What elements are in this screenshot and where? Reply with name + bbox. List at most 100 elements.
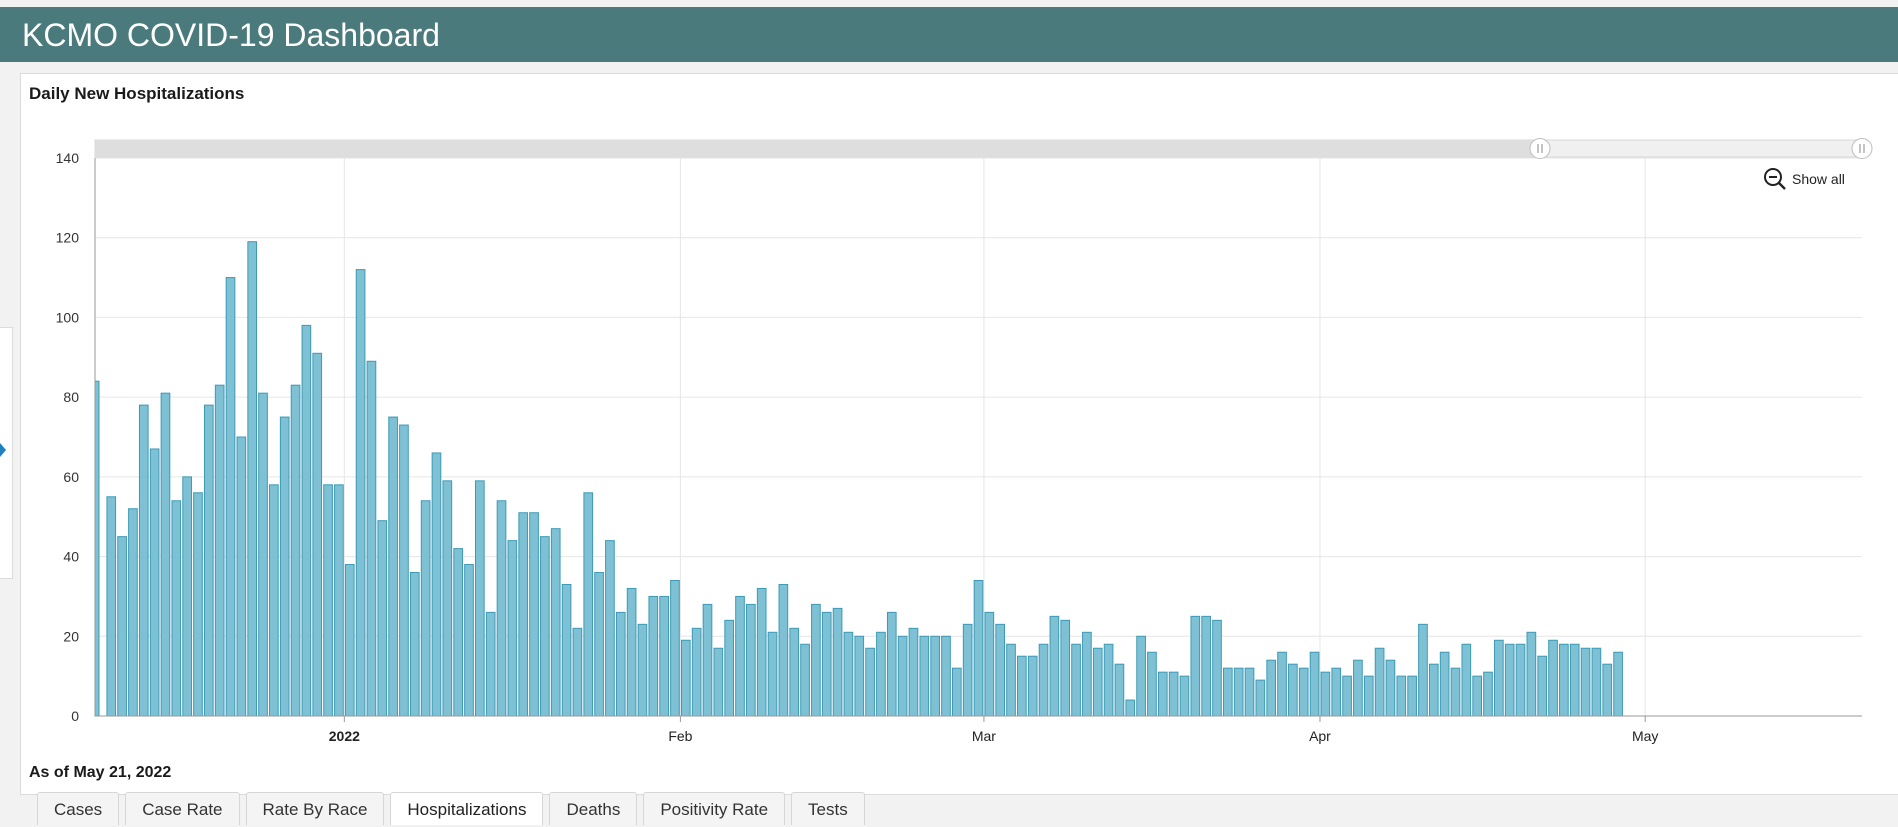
bar[interactable] (962, 623, 973, 717)
bar[interactable] (1168, 671, 1179, 717)
bar[interactable] (1569, 643, 1580, 717)
bar[interactable] (897, 635, 908, 717)
bar[interactable] (572, 627, 583, 717)
bar[interactable] (1222, 667, 1233, 717)
bar[interactable] (637, 623, 648, 717)
bar[interactable] (561, 583, 572, 717)
bar[interactable] (496, 500, 507, 717)
bar[interactable] (258, 392, 268, 717)
bar[interactable] (1450, 667, 1461, 717)
bar[interactable] (171, 500, 182, 717)
bar[interactable] (1472, 675, 1482, 717)
bar[interactable] (160, 392, 171, 717)
bar[interactable] (1385, 659, 1396, 717)
bar[interactable] (1613, 651, 1623, 717)
bar[interactable] (735, 595, 745, 717)
bar[interactable] (615, 611, 626, 717)
bar[interactable] (269, 484, 279, 717)
bar[interactable] (1374, 647, 1385, 717)
bar[interactable] (94, 380, 100, 717)
tab-hospitalizations[interactable]: Hospitalizations (390, 792, 544, 825)
bar[interactable] (1006, 643, 1016, 717)
bar[interactable] (128, 508, 138, 717)
bar[interactable] (1559, 643, 1569, 717)
bar[interactable] (1591, 647, 1602, 717)
bar[interactable] (377, 520, 388, 717)
bar[interactable] (550, 528, 561, 717)
bar[interactable] (594, 572, 604, 717)
tab-rate-by-race[interactable]: Rate By Race (245, 792, 385, 825)
bar[interactable] (225, 277, 236, 717)
bar[interactable] (464, 564, 474, 717)
bar[interactable] (366, 360, 377, 717)
bar[interactable] (1320, 671, 1331, 717)
bar[interactable] (529, 512, 539, 717)
bar[interactable] (106, 496, 117, 717)
bar[interactable] (1266, 659, 1277, 717)
bar[interactable] (420, 500, 431, 717)
bar[interactable] (789, 627, 800, 717)
bar[interactable] (1418, 623, 1428, 717)
bar[interactable] (1363, 675, 1374, 717)
bar[interactable] (1504, 643, 1515, 717)
bar[interactable] (1212, 619, 1222, 717)
bar[interactable] (1060, 619, 1071, 717)
bar[interactable] (507, 540, 518, 717)
bar[interactable] (1049, 615, 1060, 717)
bar[interactable] (1396, 675, 1407, 717)
bar[interactable] (236, 436, 247, 717)
bar[interactable] (1082, 631, 1092, 717)
bar[interactable] (1494, 639, 1504, 717)
bar[interactable] (1157, 671, 1168, 717)
bar[interactable] (832, 607, 843, 717)
bar[interactable] (886, 611, 897, 717)
bar[interactable] (995, 623, 1006, 717)
bar[interactable] (1548, 639, 1558, 717)
bar[interactable] (800, 643, 810, 717)
bar[interactable] (1407, 675, 1417, 717)
bar[interactable] (984, 611, 995, 717)
bar[interactable] (1201, 615, 1211, 717)
bar[interactable] (1342, 675, 1352, 717)
bar[interactable] (713, 647, 724, 717)
bar[interactable] (648, 595, 659, 717)
bar[interactable] (117, 536, 127, 717)
bar[interactable] (941, 635, 951, 717)
bar[interactable] (1537, 655, 1548, 717)
bar[interactable] (1125, 699, 1136, 717)
bar[interactable] (930, 635, 940, 717)
bar[interactable] (1461, 643, 1472, 717)
bar[interactable] (334, 484, 344, 717)
side-panel-handle[interactable] (0, 327, 13, 579)
bar[interactable] (1428, 663, 1439, 717)
bar[interactable] (1027, 655, 1038, 717)
bar[interactable] (746, 603, 756, 717)
tab-cases[interactable]: Cases (37, 792, 120, 825)
bar[interactable] (767, 631, 778, 717)
bar[interactable] (1483, 671, 1493, 717)
show-all-button[interactable]: Show all (1763, 166, 1845, 192)
bar[interactable] (1071, 643, 1081, 717)
bar[interactable] (1353, 659, 1363, 717)
bar[interactable] (702, 603, 713, 717)
slider-handle-knob[interactable] (1851, 138, 1873, 159)
tab-case-rate[interactable]: Case Rate (125, 792, 240, 825)
slider-handle-knob[interactable] (1529, 138, 1551, 159)
bar[interactable] (876, 631, 886, 717)
bar[interactable] (1147, 651, 1157, 717)
bar[interactable] (138, 404, 149, 717)
bar[interactable] (247, 241, 258, 717)
bar[interactable] (1515, 643, 1526, 717)
bar[interactable] (1136, 635, 1146, 717)
bar[interactable] (778, 583, 789, 717)
bar[interactable] (279, 416, 290, 717)
bar[interactable] (1244, 667, 1255, 717)
bar[interactable] (951, 667, 962, 717)
bar[interactable] (301, 324, 312, 717)
bar[interactable] (193, 492, 203, 717)
bar[interactable] (865, 647, 875, 717)
bar[interactable] (1017, 655, 1027, 717)
bar[interactable] (1179, 675, 1190, 717)
bar[interactable] (1114, 663, 1125, 717)
bar[interactable] (811, 603, 821, 717)
